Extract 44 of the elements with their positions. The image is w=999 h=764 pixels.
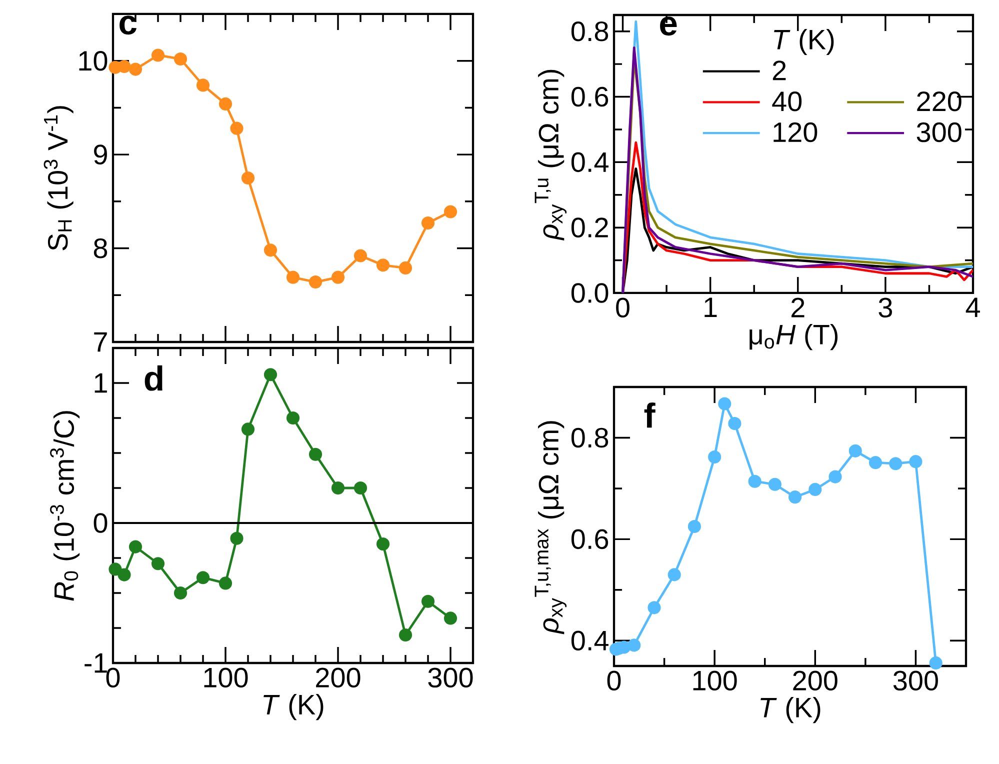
legend-label: 2 (772, 60, 786, 80)
annotation: f (644, 402, 656, 428)
y-tick-label: 0.8 (571, 21, 608, 42)
legend-label: 120 (774, 122, 818, 142)
y-tick-label: 0.2 (571, 218, 608, 238)
x-tick-label: 200 (316, 668, 360, 688)
y-axis-title: ρ$_{xy}$$^{T,u}$ (μΩ cm) (534, 70, 567, 241)
y-tick-label: 0.4 (571, 630, 608, 651)
y-tick-label: 10 (79, 50, 108, 71)
y-tick-label: 9 (94, 144, 107, 164)
legend-label: 300 (916, 122, 962, 142)
x-axis-title: T (K) (760, 697, 820, 724)
legend-label: 220 (917, 91, 962, 112)
y-axis-title: S$_{H}$ (10$^{3}$ V$^{-1}$) (44, 106, 74, 250)
x-tick-label: 4 (966, 298, 980, 317)
x-tick-label: 0 (616, 298, 630, 318)
x-tick-label: 200 (793, 670, 838, 691)
y-axis-title: ρ$_{xy}$$^{T,u,max}$ (μΩ cm) (534, 421, 567, 634)
x-axis-title: T (K) (264, 694, 324, 720)
y-tick-label: 0.8 (571, 428, 608, 448)
y-tick-label: 8 (94, 238, 108, 258)
annotation: d (144, 365, 162, 391)
x-tick-label: 100 (693, 670, 737, 691)
annotation: e (660, 16, 677, 36)
x-tick-label: 300 (893, 670, 938, 691)
y-tick-label: -1 (84, 653, 107, 673)
y-axis-title: R$_{0}$ (10$^{-3}$ cm$^{3}$/C) (50, 411, 80, 601)
x-axis-title: μ$_{o}$H (T) (750, 324, 838, 350)
y-tick-label: 7 (94, 332, 107, 352)
x-tick-label: 0 (607, 670, 621, 691)
x-tick-label: 300 (428, 668, 473, 688)
legend-title: T (K) (774, 28, 834, 56)
y-tick-label: 0 (94, 513, 108, 533)
y-tick-label: 0.6 (571, 529, 608, 550)
y-tick-label: 0.0 (571, 283, 608, 303)
y-tick-label: 1 (94, 373, 107, 393)
x-tick-label: 100 (204, 668, 248, 688)
y-tick-label: 0.6 (571, 86, 608, 107)
annotation: c (120, 16, 136, 35)
x-tick-label: 3 (878, 298, 892, 318)
y-tick-label: 0.4 (571, 152, 608, 172)
x-tick-label: 2 (792, 298, 804, 318)
x-tick-label: 1 (704, 298, 717, 317)
legend-label: 40 (772, 91, 802, 112)
